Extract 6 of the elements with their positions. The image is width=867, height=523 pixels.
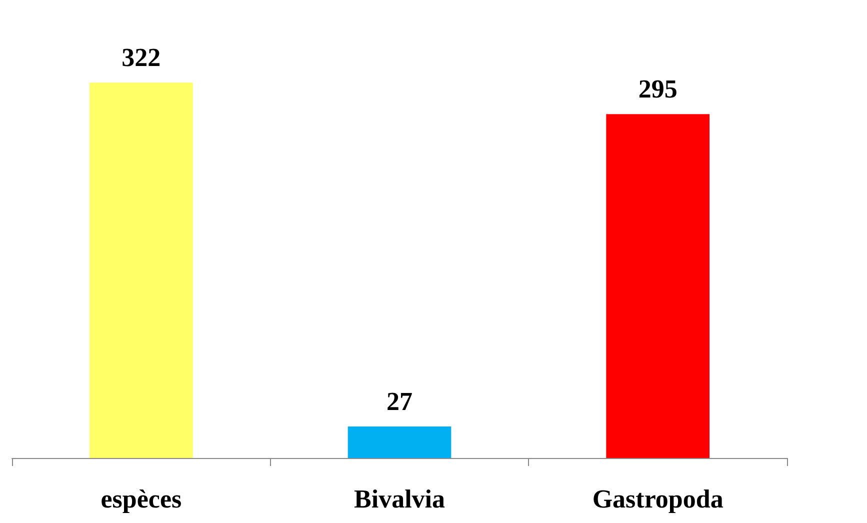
- data-label: 322: [122, 43, 161, 72]
- data-label: 295: [638, 74, 678, 104]
- x-tick-label: Gastropoda: [592, 484, 724, 514]
- x-tick-label: espèces: [100, 484, 182, 514]
- x-tick-label: Bivalvia: [354, 484, 446, 514]
- data-label: 27: [386, 387, 412, 416]
